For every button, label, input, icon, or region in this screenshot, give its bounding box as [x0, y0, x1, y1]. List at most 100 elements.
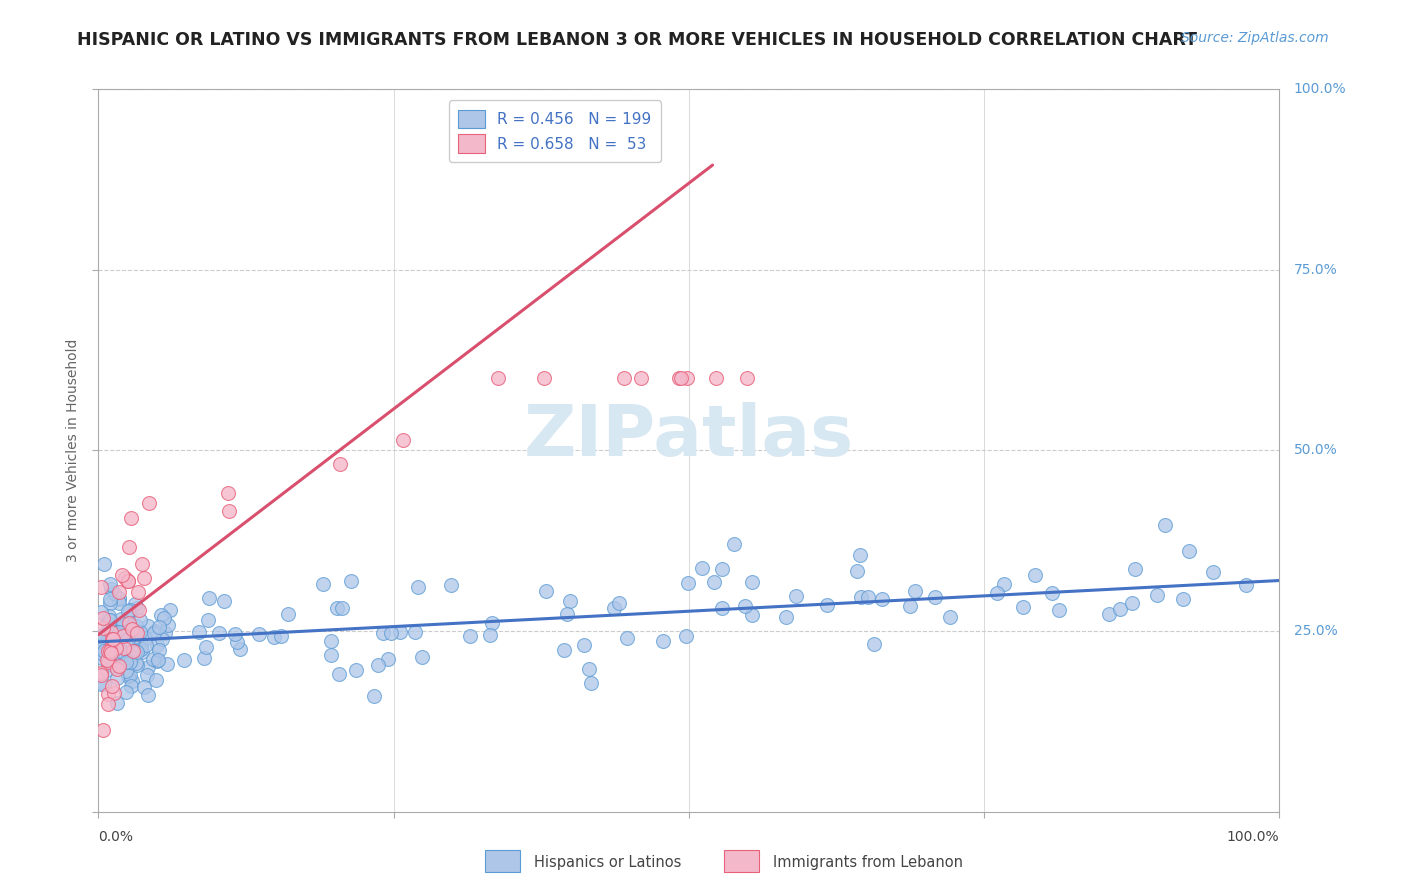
- Point: [270, 629, 292, 643]
- Point: [938, 610, 960, 624]
- Point: [326, 600, 349, 615]
- Point: [93, 643, 115, 657]
- Point: [741, 607, 763, 622]
- Point: [101, 632, 124, 646]
- Point: [100, 577, 122, 591]
- Point: [145, 673, 167, 687]
- Point: [533, 371, 555, 385]
- Point: [117, 632, 139, 646]
- Point: [377, 652, 399, 666]
- Text: ZIPatlas: ZIPatlas: [524, 401, 853, 470]
- Point: [146, 638, 169, 652]
- Point: [115, 639, 138, 653]
- Point: [93, 557, 115, 571]
- Point: [93, 636, 115, 650]
- Point: [103, 586, 125, 600]
- Point: [117, 574, 139, 588]
- Point: [97, 645, 120, 659]
- Point: [101, 632, 124, 646]
- Point: [100, 620, 122, 634]
- Point: [553, 643, 575, 657]
- Point: [125, 656, 148, 670]
- Point: [105, 660, 128, 674]
- Point: [97, 609, 120, 624]
- Point: [149, 608, 172, 623]
- Point: [100, 624, 122, 639]
- Point: [440, 578, 463, 592]
- Point: [108, 584, 131, 599]
- Point: [321, 633, 343, 648]
- Point: [91, 621, 114, 635]
- Point: [148, 643, 170, 657]
- Point: [118, 616, 141, 631]
- Point: [136, 688, 159, 702]
- Point: [108, 596, 131, 610]
- Point: [1146, 588, 1168, 602]
- Point: [127, 626, 149, 640]
- Point: [723, 537, 745, 551]
- Point: [96, 653, 118, 667]
- Text: 25.0%: 25.0%: [1294, 624, 1337, 638]
- Point: [1202, 565, 1225, 579]
- Point: [91, 651, 114, 665]
- Point: [117, 574, 139, 588]
- Point: [125, 624, 148, 638]
- Point: [212, 594, 235, 608]
- Point: [103, 686, 125, 700]
- Point: [129, 613, 152, 627]
- Point: [120, 655, 142, 669]
- Point: [121, 622, 143, 636]
- Point: [404, 625, 426, 640]
- Point: [91, 723, 114, 738]
- Point: [613, 371, 636, 385]
- Point: [263, 630, 285, 644]
- Point: [741, 574, 763, 589]
- Point: [668, 371, 690, 385]
- Point: [128, 625, 150, 640]
- Point: [105, 661, 128, 675]
- Point: [815, 599, 838, 613]
- Point: [101, 680, 124, 694]
- Point: [100, 582, 122, 596]
- Point: [97, 655, 120, 669]
- Point: [703, 575, 725, 590]
- Point: [97, 657, 120, 671]
- Point: [117, 617, 139, 632]
- Point: [100, 648, 122, 663]
- Point: [851, 590, 873, 604]
- Point: [380, 626, 402, 640]
- Point: [135, 638, 157, 652]
- Point: [704, 371, 727, 385]
- FancyBboxPatch shape: [724, 850, 759, 872]
- Point: [118, 540, 141, 554]
- Point: [574, 638, 596, 652]
- Y-axis label: 3 or more Vehicles in Household: 3 or more Vehicles in Household: [66, 339, 80, 562]
- Point: [460, 628, 482, 642]
- Point: [129, 642, 152, 657]
- Point: [671, 371, 693, 385]
- Point: [110, 644, 132, 658]
- Point: [127, 626, 149, 640]
- Point: [98, 613, 121, 627]
- Point: [870, 592, 893, 607]
- Point: [406, 580, 429, 594]
- Point: [136, 618, 159, 632]
- Point: [91, 628, 114, 642]
- Point: [128, 603, 150, 617]
- Point: [121, 644, 143, 658]
- Point: [127, 585, 149, 599]
- Point: [652, 634, 675, 648]
- Point: [156, 617, 179, 632]
- Point: [114, 655, 136, 669]
- Point: [114, 640, 136, 655]
- Point: [91, 611, 114, 625]
- Point: [846, 564, 869, 578]
- Point: [114, 664, 136, 678]
- Point: [156, 657, 179, 671]
- Legend: R = 0.456   N = 199, R = 0.658   N =  53: R = 0.456 N = 199, R = 0.658 N = 53: [449, 101, 661, 162]
- Point: [131, 645, 153, 659]
- Point: [90, 677, 112, 691]
- Point: [103, 620, 125, 634]
- Point: [676, 575, 699, 590]
- Point: [148, 653, 170, 667]
